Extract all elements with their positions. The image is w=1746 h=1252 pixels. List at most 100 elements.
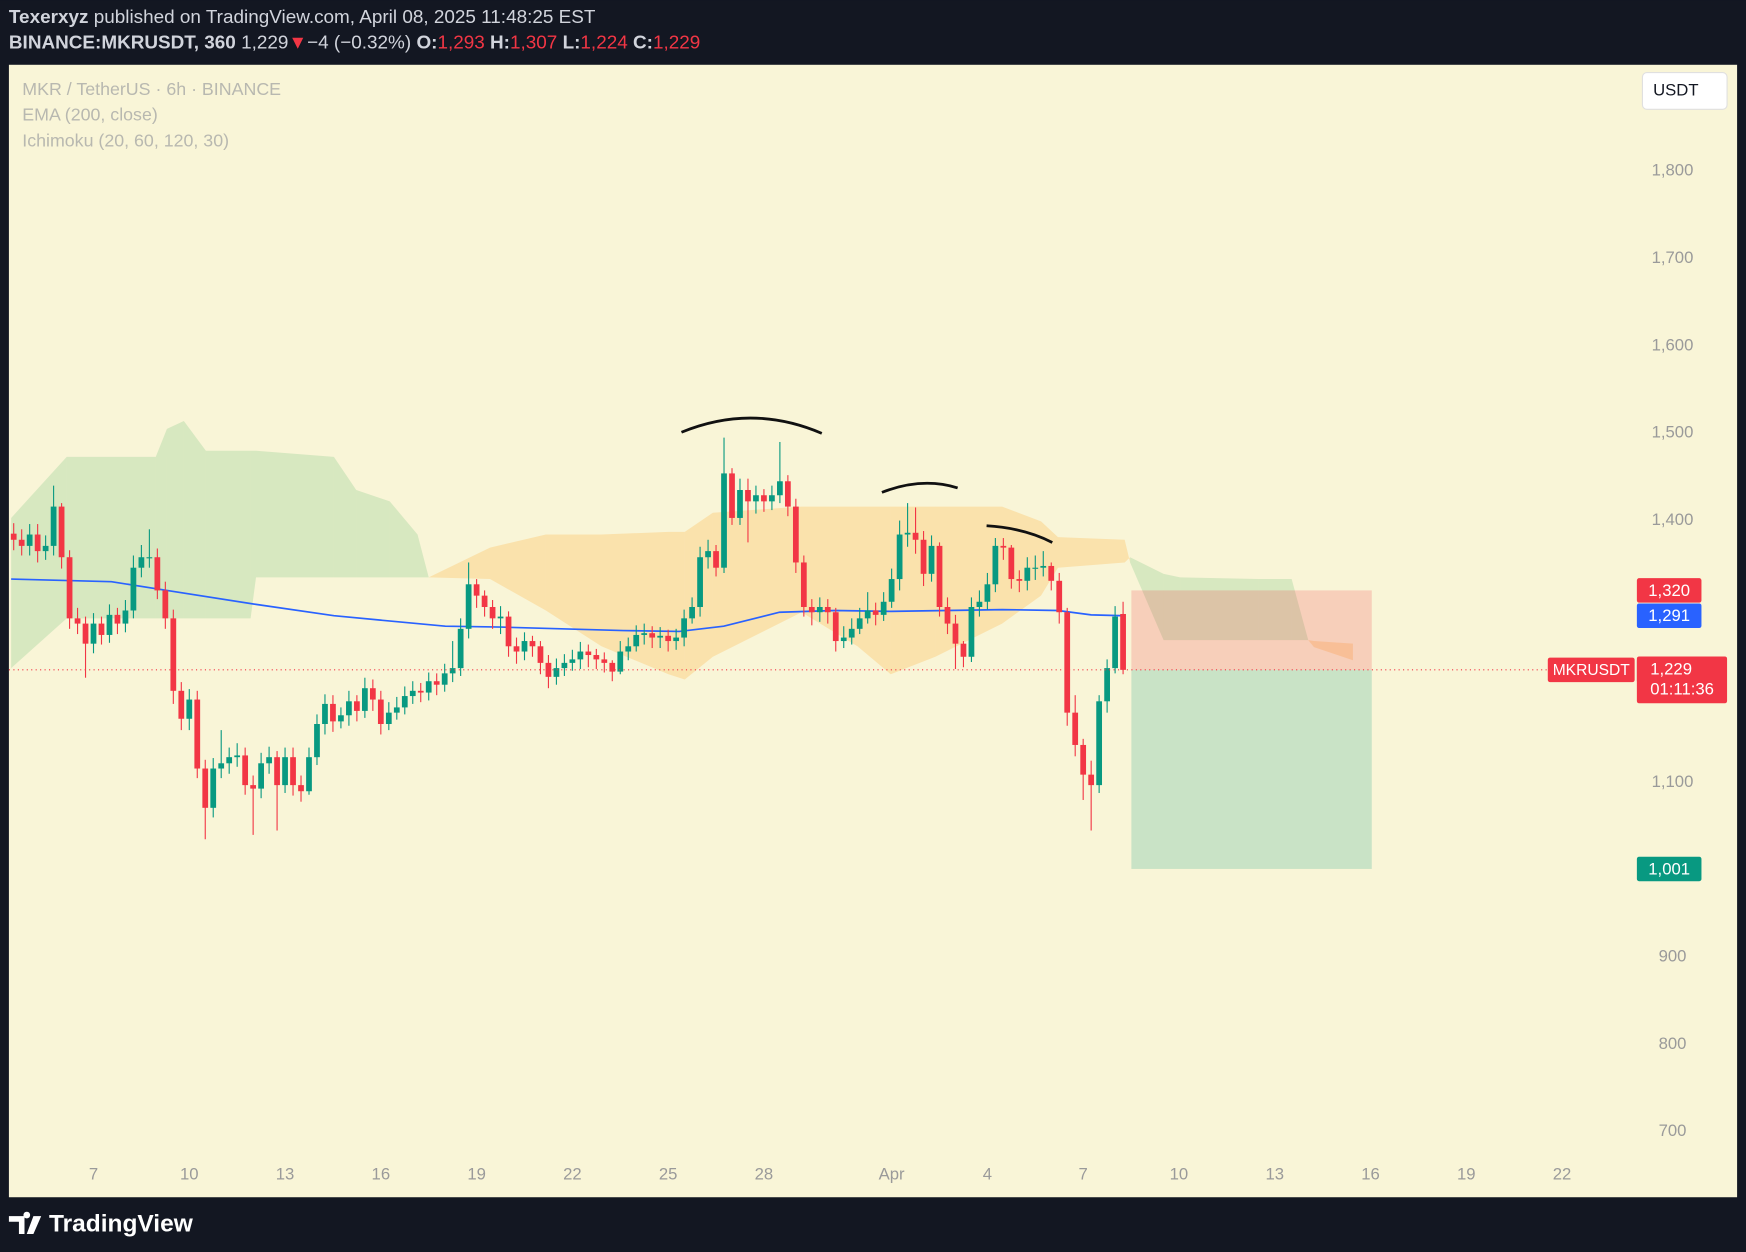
cloud: [428, 547, 491, 580]
candle-body: [968, 606, 975, 657]
candle-body: [282, 757, 288, 786]
candle-body: [944, 606, 951, 624]
x-tick-label: 16: [1361, 1164, 1380, 1183]
candle-body: [856, 618, 863, 629]
candle-body: [354, 701, 360, 711]
ohlc-key: L:: [563, 33, 581, 54]
cloud: [250, 450, 257, 619]
cloud: [256, 450, 334, 578]
ohlc-key: C:: [633, 33, 653, 54]
candle-body: [976, 601, 983, 607]
candle-body: [82, 623, 89, 644]
candle-body: [585, 651, 592, 656]
candle-body: [713, 551, 719, 568]
candle-body: [657, 635, 664, 638]
brand: TradingView: [49, 1211, 194, 1238]
price-tag: [1636, 856, 1702, 882]
candle-body: [58, 506, 65, 558]
candle-body: [721, 473, 727, 568]
candle-body: [593, 655, 600, 660]
cloud: [333, 456, 357, 578]
author: Texerxyz: [9, 7, 89, 28]
ohlc-value: 1,307: [510, 33, 557, 54]
price-tag-label: 1,291: [1648, 606, 1690, 625]
position-profit: [1131, 669, 1372, 869]
symbol-tag-label: MKRUSDT: [1553, 662, 1631, 679]
x-tick-label: 13: [1265, 1164, 1284, 1183]
currency[interactable]: USDT: [1653, 80, 1698, 99]
candle-body: [864, 610, 871, 619]
candle-body: [800, 562, 807, 607]
candle-body: [66, 557, 73, 619]
currency-button[interactable]: [1641, 72, 1728, 110]
candle-body: [202, 768, 209, 808]
cloud: [1163, 573, 1181, 641]
x-tick-label: 28: [755, 1164, 774, 1183]
cloud: [389, 501, 418, 578]
ohlc-value: 1,224: [580, 33, 627, 54]
candle-body: [489, 606, 496, 619]
cloud: [417, 534, 429, 578]
cloud: [1180, 577, 1259, 641]
candle-body: [290, 757, 296, 786]
cloud: [356, 490, 390, 578]
candle-body: [665, 635, 672, 642]
candle-body: [745, 490, 751, 502]
position-loss: [1131, 590, 1372, 670]
candle-body: [170, 618, 177, 691]
cloud: [1308, 640, 1314, 648]
candle-body: [361, 688, 368, 711]
ema-line: [11, 578, 1125, 633]
candle-body: [154, 557, 161, 591]
drawing: [986, 524, 1053, 544]
change: −4 (−0.32%): [307, 33, 411, 54]
candle-body: [226, 757, 233, 764]
symbol-tag: [1547, 657, 1635, 683]
candle-body: [777, 481, 783, 496]
logo: TradingView: [8, 1211, 194, 1238]
candle-body: [306, 757, 312, 792]
candle-body: [90, 623, 97, 644]
x-tick-label: 19: [1457, 1164, 1476, 1183]
plot-layer: [8, 421, 1548, 869]
candle-body: [840, 637, 847, 642]
y-tick-label: 800: [1659, 1034, 1687, 1053]
candle-body: [186, 699, 193, 719]
candle-body: [880, 601, 887, 615]
candle-body: [960, 643, 967, 657]
price-tag-label: 1,320: [1648, 581, 1690, 600]
candle-body: [1088, 774, 1095, 786]
plot-area: [8, 64, 1738, 1198]
candle-body: [1032, 567, 1039, 569]
arrow: ▼: [288, 33, 307, 54]
candle-body: [681, 618, 687, 638]
cloud: [166, 421, 184, 619]
candle-body: [298, 785, 304, 792]
candle-body: [689, 606, 695, 619]
candle-body: [920, 539, 927, 574]
candle-body: [577, 651, 584, 660]
cloud: [857, 506, 891, 675]
candle-body: [792, 506, 799, 563]
candle-body: [210, 768, 217, 808]
ohlc-value: 1,229: [653, 33, 700, 54]
x-tick-label: 10: [1170, 1164, 1189, 1183]
published: published on TradingView.com, April 08, …: [94, 7, 596, 28]
x-tick-label: 22: [563, 1164, 582, 1183]
candle-body: [992, 545, 999, 585]
candle-body: [697, 557, 703, 607]
candle-body: [473, 584, 480, 596]
y-tick-label: 1,800: [1652, 161, 1694, 180]
candle-body: [330, 703, 336, 722]
y-tick-label: 1,400: [1652, 510, 1694, 529]
candle-body: [816, 606, 823, 613]
cloud: [712, 506, 802, 657]
candle-body: [417, 690, 424, 693]
candle-body: [42, 545, 49, 552]
x-tick-label: 4: [983, 1164, 992, 1183]
candle-body: [1024, 567, 1031, 581]
candle-body: [314, 723, 320, 758]
candle-body: [425, 681, 432, 693]
candle-body: [218, 763, 225, 769]
candle-body: [848, 628, 855, 638]
